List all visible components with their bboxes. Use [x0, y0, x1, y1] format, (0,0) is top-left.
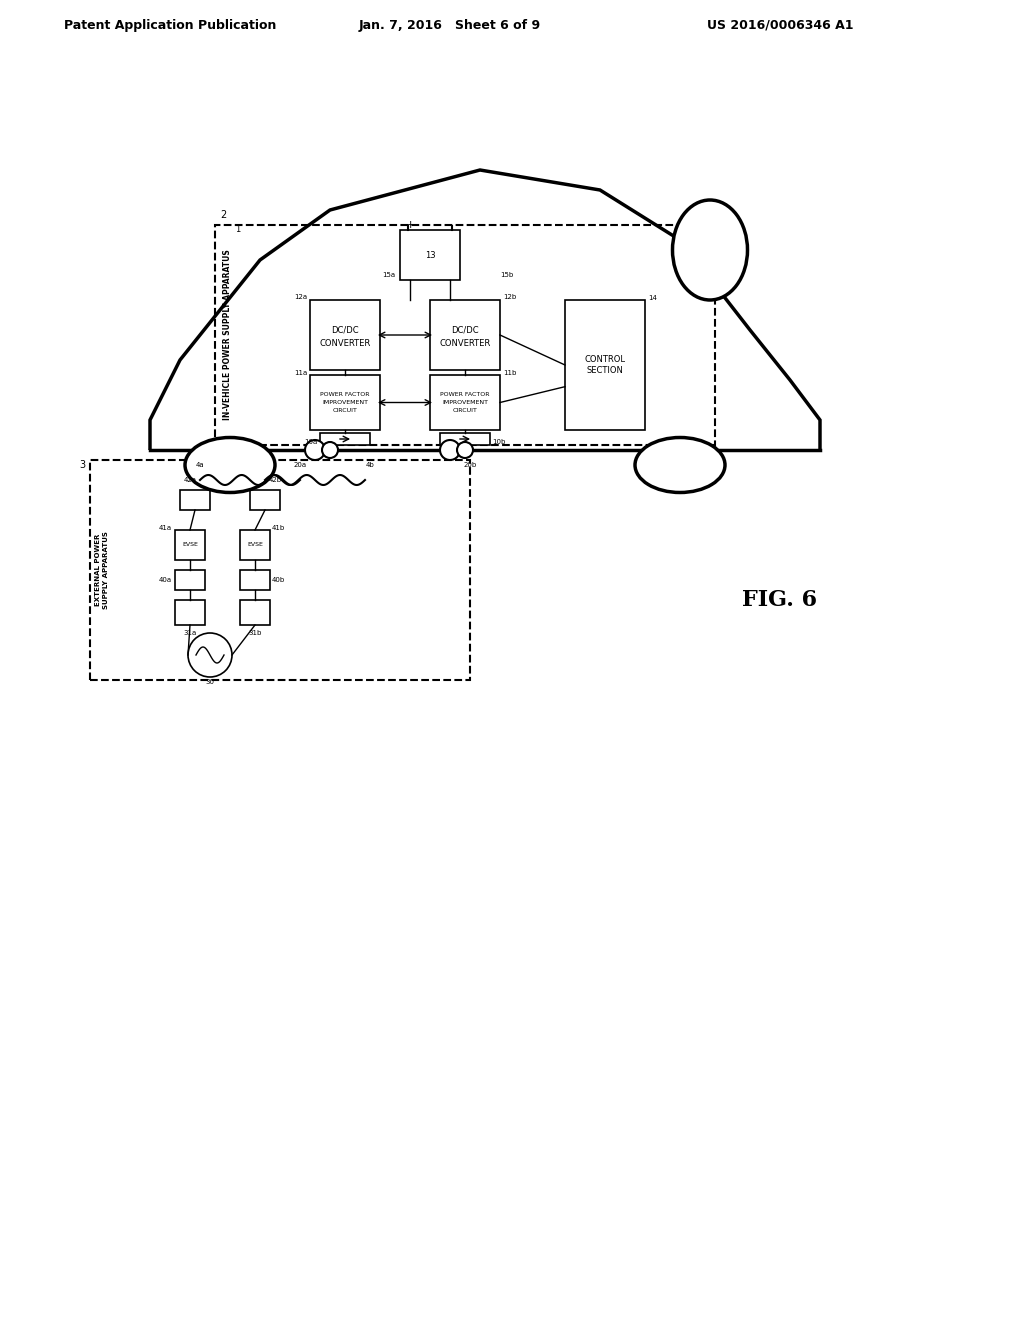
Text: 15b: 15b: [500, 272, 513, 279]
Text: EXTERNAL POWER
SUPPLY APPARATUS: EXTERNAL POWER SUPPLY APPARATUS: [95, 531, 109, 609]
FancyBboxPatch shape: [240, 531, 270, 560]
Text: 41b: 41b: [272, 525, 286, 531]
Ellipse shape: [185, 437, 275, 492]
Text: 10a: 10a: [304, 440, 317, 445]
Text: 31b: 31b: [248, 630, 262, 636]
FancyBboxPatch shape: [175, 570, 205, 590]
Text: 4a: 4a: [196, 462, 205, 469]
Text: 40a: 40a: [159, 577, 172, 583]
Text: Patent Application Publication: Patent Application Publication: [63, 18, 276, 32]
Text: CIRCUIT: CIRCUIT: [333, 408, 357, 413]
Ellipse shape: [635, 437, 725, 492]
FancyBboxPatch shape: [430, 300, 500, 370]
Text: IMPROVEMENT: IMPROVEMENT: [442, 400, 488, 405]
Text: DC/DC: DC/DC: [331, 326, 358, 334]
Text: IN-VEHICLE POWER SUPPLY APPARATUS: IN-VEHICLE POWER SUPPLY APPARATUS: [222, 249, 231, 420]
FancyBboxPatch shape: [250, 490, 280, 510]
Text: 11b: 11b: [503, 370, 516, 376]
Bar: [215, 224, 715, 445]
Circle shape: [322, 442, 338, 458]
Circle shape: [457, 442, 473, 458]
Bar: [90, 459, 470, 680]
FancyBboxPatch shape: [310, 300, 380, 370]
FancyBboxPatch shape: [440, 433, 490, 445]
Circle shape: [188, 634, 232, 677]
Text: 20b: 20b: [464, 462, 476, 469]
Text: CONVERTER: CONVERTER: [319, 338, 371, 347]
FancyBboxPatch shape: [310, 375, 380, 430]
Text: 12b: 12b: [503, 294, 516, 300]
Text: IMPROVEMENT: IMPROVEMENT: [322, 400, 368, 405]
Text: CONTROL
SECTION: CONTROL SECTION: [585, 355, 626, 375]
FancyBboxPatch shape: [565, 300, 645, 430]
Text: 42b: 42b: [268, 477, 282, 483]
Text: 40b: 40b: [272, 577, 286, 583]
Text: 12a: 12a: [294, 294, 307, 300]
Text: -: -: [449, 220, 452, 230]
Text: 14: 14: [648, 294, 656, 301]
Ellipse shape: [673, 201, 748, 300]
Text: EVSE: EVSE: [182, 543, 198, 548]
FancyBboxPatch shape: [319, 433, 370, 445]
Text: 31a: 31a: [183, 630, 197, 636]
Text: FIG. 6: FIG. 6: [742, 589, 817, 611]
Text: Jan. 7, 2016   Sheet 6 of 9: Jan. 7, 2016 Sheet 6 of 9: [359, 18, 541, 32]
Text: 13: 13: [425, 251, 435, 260]
Text: EVSE: EVSE: [247, 543, 263, 548]
FancyBboxPatch shape: [430, 375, 500, 430]
Text: POWER FACTOR: POWER FACTOR: [321, 392, 370, 397]
Text: POWER FACTOR: POWER FACTOR: [440, 392, 489, 397]
Text: CIRCUIT: CIRCUIT: [453, 408, 477, 413]
FancyBboxPatch shape: [400, 230, 460, 280]
FancyBboxPatch shape: [240, 570, 270, 590]
Text: 4b: 4b: [366, 462, 375, 469]
Text: 10b: 10b: [492, 440, 506, 445]
FancyBboxPatch shape: [175, 601, 205, 624]
Text: CONVERTER: CONVERTER: [439, 338, 490, 347]
Text: DC/DC: DC/DC: [452, 326, 479, 334]
Circle shape: [305, 440, 325, 459]
FancyBboxPatch shape: [240, 601, 270, 624]
Text: 30: 30: [206, 678, 214, 685]
Text: US 2016/0006346 A1: US 2016/0006346 A1: [707, 18, 853, 32]
FancyBboxPatch shape: [175, 531, 205, 560]
PathPatch shape: [150, 170, 820, 450]
Text: 11a: 11a: [294, 370, 307, 376]
Text: 41a: 41a: [159, 525, 172, 531]
Text: 15a: 15a: [382, 272, 395, 279]
Text: 1: 1: [234, 226, 241, 235]
FancyBboxPatch shape: [180, 490, 210, 510]
Text: 42a: 42a: [183, 477, 197, 483]
Circle shape: [440, 440, 460, 459]
Text: 2: 2: [220, 210, 226, 220]
Text: 20a: 20a: [294, 462, 306, 469]
Text: +: +: [406, 220, 415, 230]
Text: 3: 3: [79, 459, 85, 470]
